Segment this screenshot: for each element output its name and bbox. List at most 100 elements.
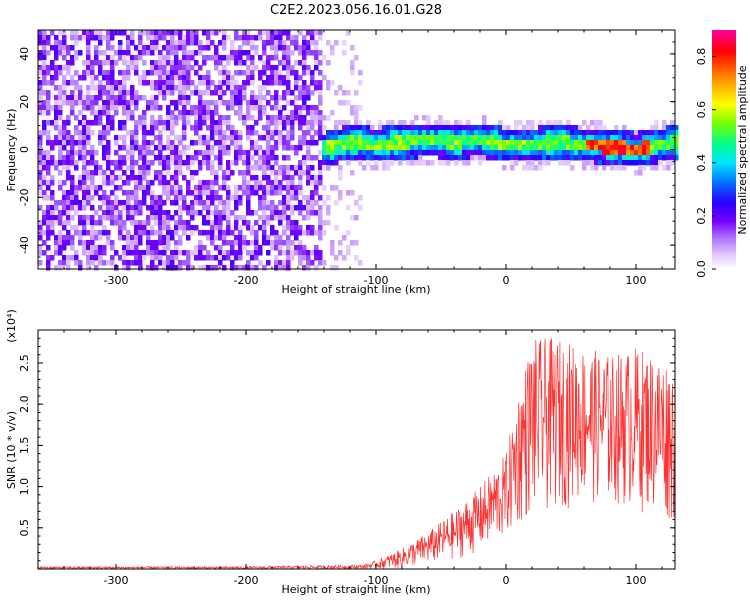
spectrogram-cell (270, 155, 275, 161)
spectrogram-cell (374, 135, 379, 141)
spectrogram-cell (466, 140, 471, 146)
spectrogram-cell (546, 130, 551, 136)
spectrogram-cell (562, 125, 567, 131)
spectrogram-cell (178, 90, 183, 96)
spectrogram-cell (246, 225, 251, 231)
spectrogram-cell (510, 130, 515, 136)
spectrogram-cell (194, 30, 199, 36)
spectrogram-cell (158, 70, 163, 76)
spectrogram-cell (338, 85, 343, 91)
spectrogram-cell (254, 245, 259, 251)
spectrogram-cell (590, 155, 595, 161)
spectrogram-cell (154, 265, 159, 271)
spectrogram-cell (134, 200, 139, 206)
spectrogram-cell (90, 250, 95, 256)
spectrogram-cell (94, 95, 99, 101)
spectrogram-cell (206, 55, 211, 61)
spectrogram-cell (210, 150, 215, 156)
spectrogram-cell (238, 250, 243, 256)
spectrogram-cell (58, 240, 63, 246)
spectrogram-cell (286, 75, 291, 81)
spectrogram-cell (166, 235, 171, 241)
spectrogram-cell (46, 150, 51, 156)
spectrogram-cell (106, 95, 111, 101)
spectrogram-cell (46, 235, 51, 241)
spectrogram-cell (206, 200, 211, 206)
spectrogram-cell (234, 240, 239, 246)
spectrogram-cell (286, 180, 291, 186)
spectrogram-cell (270, 215, 275, 221)
spectrogram-cell (274, 55, 279, 61)
y-tick-label: 0.5 (18, 519, 31, 537)
spectrogram-cell (302, 115, 307, 121)
spectrogram-cell (318, 235, 323, 241)
spectrogram-cell (250, 145, 255, 151)
spectrogram-cell (42, 90, 47, 96)
spectrogram-cell (226, 85, 231, 91)
spectrogram-cell (558, 125, 563, 131)
spectrogram-cell (106, 210, 111, 216)
spectrogram-cell (202, 190, 207, 196)
spectrogram-cell (270, 105, 275, 111)
spectrogram-cell (194, 125, 199, 131)
spectrogram-cell (498, 145, 503, 151)
spectrogram-cell (94, 235, 99, 241)
spectrogram-cell (218, 55, 223, 61)
spectrogram-cell (130, 190, 135, 196)
spectrogram-cell (546, 125, 551, 131)
x-tick-label: -100 (364, 274, 389, 287)
spectrogram-cell (194, 140, 199, 146)
spectrogram-cell (62, 260, 67, 266)
spectrogram-cell (430, 130, 435, 136)
spectrogram-cell (390, 155, 395, 161)
spectrogram-cell (182, 175, 187, 181)
spectrogram-cell (158, 200, 163, 206)
spectrogram-cell (454, 130, 459, 136)
spectrogram-cell (70, 140, 75, 146)
spectrogram-cell (234, 90, 239, 96)
spectrogram-cell (570, 155, 575, 161)
spectrogram-cell (130, 100, 135, 106)
spectrogram-cell (42, 160, 47, 166)
spectrogram-cell (586, 135, 591, 141)
spectrogram-cell (578, 125, 583, 131)
spectrogram-cell (310, 165, 315, 171)
spectrogram-cell (538, 130, 543, 136)
spectrogram-cell (102, 85, 107, 91)
spectrogram-cell (174, 180, 179, 186)
spectrogram-cell (222, 230, 227, 236)
spectrogram-cell (654, 150, 659, 156)
spectrogram-cell (66, 160, 71, 166)
spectrogram-cell (42, 240, 47, 246)
spectrogram-cell (674, 125, 679, 131)
spectrogram-cell (54, 40, 59, 46)
spectrogram-cell (134, 145, 139, 151)
spectrogram-cell (70, 180, 75, 186)
spectrogram-cell (298, 120, 303, 126)
spectrogram-cell (50, 105, 55, 111)
spectrogram-cell (194, 200, 199, 206)
spectrogram-cell (122, 95, 127, 101)
spectrogram-cell (154, 200, 159, 206)
spectrogram-cell (138, 165, 143, 171)
spectrogram-cell (182, 200, 187, 206)
spectrogram-cell (306, 260, 311, 266)
spectrogram-cell (46, 205, 51, 211)
spectrogram-cell (334, 135, 339, 141)
spectrogram-cell (162, 45, 167, 51)
spectrogram-cell (414, 150, 419, 156)
spectrogram-cell (270, 165, 275, 171)
spectrogram-cell (138, 220, 143, 226)
spectrogram-cell (126, 90, 131, 96)
spectrogram-cell (338, 140, 343, 146)
spectrogram-cell (74, 140, 79, 146)
spectrogram-cell (454, 140, 459, 146)
spectrogram-cell (74, 260, 79, 266)
spectrogram-cell (146, 150, 151, 156)
spectrogram-cell (114, 110, 119, 116)
spectrogram-cell (458, 130, 463, 136)
spectrogram-cell (310, 210, 315, 216)
spectrogram-cell (354, 120, 359, 126)
spectrogram-cell (226, 185, 231, 191)
spectrogram-cell (526, 140, 531, 146)
